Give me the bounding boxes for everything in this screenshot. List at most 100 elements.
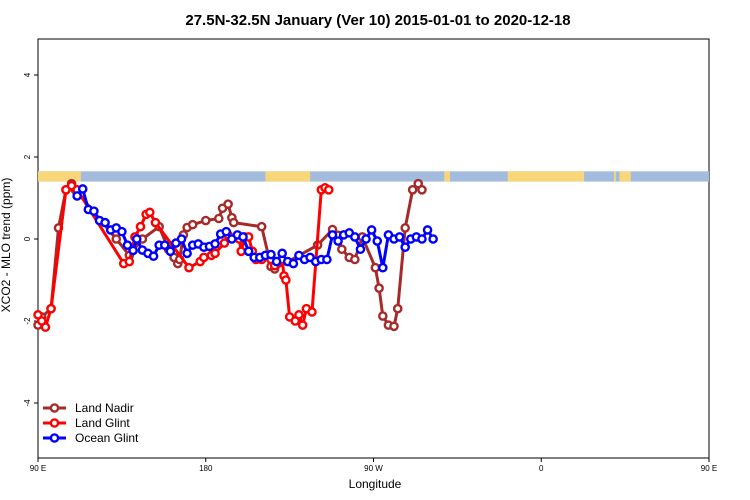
legend-item: Land Glint: [43, 416, 130, 430]
data-point: [355, 244, 366, 255]
data-point: [271, 256, 282, 267]
data-point: [422, 225, 433, 235]
chart-title: 27.5N-32.5N January (Ver 10) 2015-01-01 …: [185, 12, 570, 29]
ocean-band: [38, 171, 709, 182]
data-point: [372, 236, 383, 246]
data-point: [187, 219, 198, 230]
data-point: [374, 283, 384, 294]
series-land-nadir: [33, 178, 427, 332]
data-point: [128, 245, 138, 256]
y-axis: -4 -2 0 2 4: [23, 72, 38, 407]
data-point: [117, 226, 127, 237]
data-point: [124, 256, 135, 267]
data-point: [184, 262, 194, 273]
data-point: [221, 226, 232, 237]
data-point: [327, 230, 338, 240]
data-point: [366, 225, 377, 235]
data-point: [238, 232, 248, 242]
legend-label: Land Nadir: [75, 401, 134, 415]
x-tick-label: 90 W: [364, 464, 383, 473]
x-axis-label: Longitude: [349, 477, 402, 491]
data-point: [256, 221, 267, 232]
x-tick-label: 90 E: [30, 464, 46, 473]
data-point: [400, 223, 410, 233]
data-point: [417, 184, 427, 195]
data-point: [394, 232, 405, 242]
data-point: [407, 184, 418, 195]
series-layer: [33, 178, 438, 332]
x-tick-label: 180: [199, 464, 213, 473]
data-point: [281, 275, 291, 285]
legend-item: Ocean Glint: [43, 431, 139, 445]
data-point: [307, 307, 317, 317]
y-tick-label: -2: [23, 317, 32, 325]
data-point: [89, 206, 99, 216]
legend-marker: [49, 433, 60, 443]
land-ocean-band: [38, 171, 709, 182]
data-point: [417, 234, 427, 244]
land-band-segment: [38, 171, 81, 182]
data-point: [213, 213, 224, 224]
data-point: [392, 303, 403, 314]
data-point: [122, 240, 133, 250]
data-point: [77, 184, 88, 194]
data-point: [159, 240, 170, 250]
data-point: [400, 242, 410, 252]
data-point: [111, 234, 122, 244]
legend-marker: [49, 418, 60, 428]
data-point: [210, 239, 220, 249]
x-tick-label: 90 E: [701, 464, 717, 473]
x-tick-label: 0: [539, 464, 544, 473]
data-point: [46, 303, 56, 314]
data-point: [236, 246, 246, 257]
data-point: [389, 321, 399, 332]
data-point: [219, 238, 230, 248]
data-point: [243, 246, 254, 257]
y-axis-label: XCO2 - MLO trend (ppm): [0, 178, 13, 313]
data-point: [210, 248, 220, 259]
data-point: [40, 322, 51, 332]
y-tick-label: 2: [23, 154, 32, 159]
data-point: [323, 184, 334, 195]
data-point: [428, 234, 438, 244]
data-point: [72, 191, 82, 201]
data-point: [378, 262, 388, 273]
data-point: [100, 217, 110, 228]
data-point: [228, 217, 239, 228]
data-point: [266, 249, 276, 260]
land-band-segment: [265, 171, 311, 182]
data-point: [223, 199, 233, 209]
data-point: [200, 215, 211, 226]
legend-marker: [49, 403, 60, 413]
series-land-glint: [33, 180, 334, 332]
data-point: [148, 251, 159, 262]
data-point: [135, 221, 146, 232]
data-point: [337, 244, 347, 255]
data-point: [370, 262, 381, 273]
data-point: [150, 217, 161, 228]
y-tick-label: 4: [23, 72, 32, 77]
data-point: [288, 258, 299, 269]
y-tick-label: -4: [23, 399, 32, 407]
data-point: [145, 207, 155, 218]
legend-label: Land Glint: [75, 416, 130, 430]
x-axis: 90 E 180 90 W 0 90 E: [30, 458, 717, 473]
land-band-segment: [619, 171, 631, 182]
legend-label: Ocean Glint: [75, 431, 139, 445]
data-point: [199, 252, 209, 263]
data-point: [131, 234, 142, 244]
data-point: [297, 320, 308, 330]
data-point: [294, 310, 304, 320]
data-point: [277, 248, 287, 259]
data-point: [350, 254, 360, 265]
y-tick-label: 0: [23, 236, 32, 241]
series-ocean-glint: [72, 184, 438, 273]
data-point: [165, 246, 176, 257]
data-point: [182, 248, 192, 259]
land-band-segment: [613, 171, 616, 182]
data-point: [361, 234, 371, 244]
land-band-segment: [507, 171, 585, 182]
data-point: [333, 236, 343, 246]
